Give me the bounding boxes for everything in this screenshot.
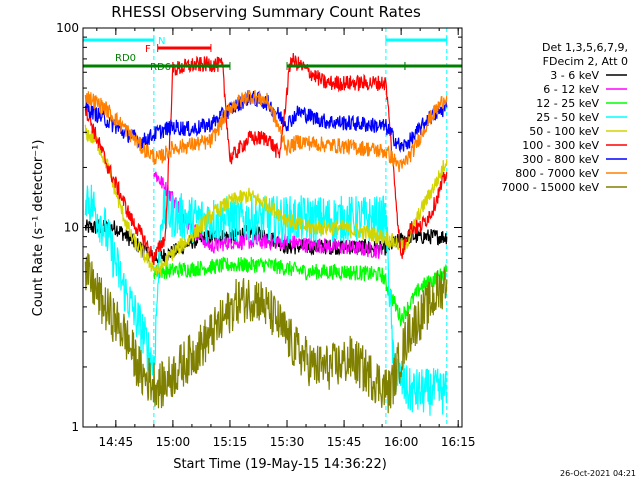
- legend-entry-label: 100 - 300 keV: [522, 139, 599, 152]
- axis-ticks: [83, 27, 462, 428]
- chart-title: RHESSI Observing Summary Count Rates: [111, 3, 421, 21]
- legend-entry-label: 6 - 12 keV: [543, 83, 599, 96]
- y-axis-label: Count Rate (s⁻¹ detector⁻¹): [31, 140, 46, 317]
- x-tick-label: 16:00: [384, 435, 419, 449]
- legend-header: Det 1,3,5,6,7,9,: [542, 41, 628, 54]
- y-tick-label: 10: [64, 221, 79, 235]
- legend-header: FDecim 2, Att 0: [543, 55, 628, 68]
- y-tick-label: 1: [71, 420, 79, 434]
- legend-entry-label: 50 - 100 keV: [529, 125, 599, 138]
- series-line: [84, 124, 448, 276]
- legend-entry-label: 300 - 800 keV: [522, 153, 599, 166]
- legend-entry-label: 12 - 25 keV: [536, 97, 599, 110]
- timestamp: 26-Oct-2021 04:21: [560, 469, 636, 478]
- series-line: [84, 253, 448, 414]
- status-bar-layer: [82, 36, 463, 70]
- series-line: [84, 89, 448, 173]
- y-tick-label: 100: [56, 21, 79, 35]
- legend-entry-label: 3 - 6 keV: [550, 69, 599, 82]
- data-layer: [84, 28, 448, 427]
- y-tick-labels: 1 10 100: [56, 21, 79, 434]
- annotation-label: RD6: [150, 62, 171, 73]
- series-line: [153, 256, 448, 327]
- annotation-label: RD0: [115, 53, 136, 64]
- x-tick-label: 15:30: [270, 435, 305, 449]
- annotation-label: F: [145, 44, 151, 55]
- x-tick-label: 14:45: [99, 435, 134, 449]
- legend-entry-label: 25 - 50 keV: [536, 111, 599, 124]
- x-tick-label: 15:45: [327, 435, 362, 449]
- x-tick-label: 15:15: [213, 435, 248, 449]
- x-tick-labels: 14:45 15:00 15:15 15:30 15:45 16:00 16:15: [99, 435, 476, 449]
- annotation-labels: NF RD0 RD6: [115, 36, 171, 73]
- annotation-label: N: [158, 36, 165, 47]
- x-tick-label: 15:00: [156, 435, 191, 449]
- legend-entry-label: 7000 - 15000 keV: [501, 181, 599, 194]
- x-tick-label: 16:15: [441, 435, 476, 449]
- series-line: [84, 90, 448, 153]
- x-axis-label: Start Time (19-May-15 14:36:22): [173, 457, 387, 472]
- series-line: [84, 52, 448, 266]
- legend: Det 1,3,5,6,7,9,FDecim 2, Att 03 - 6 keV…: [501, 41, 628, 194]
- legend-entry-label: 800 - 7000 keV: [515, 167, 599, 180]
